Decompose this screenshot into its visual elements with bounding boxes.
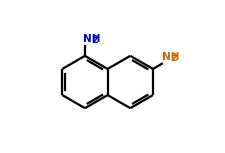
Text: 2: 2 <box>171 53 177 63</box>
Text: NH: NH <box>162 52 179 62</box>
Text: NH: NH <box>83 34 100 44</box>
Text: 2: 2 <box>92 35 98 45</box>
